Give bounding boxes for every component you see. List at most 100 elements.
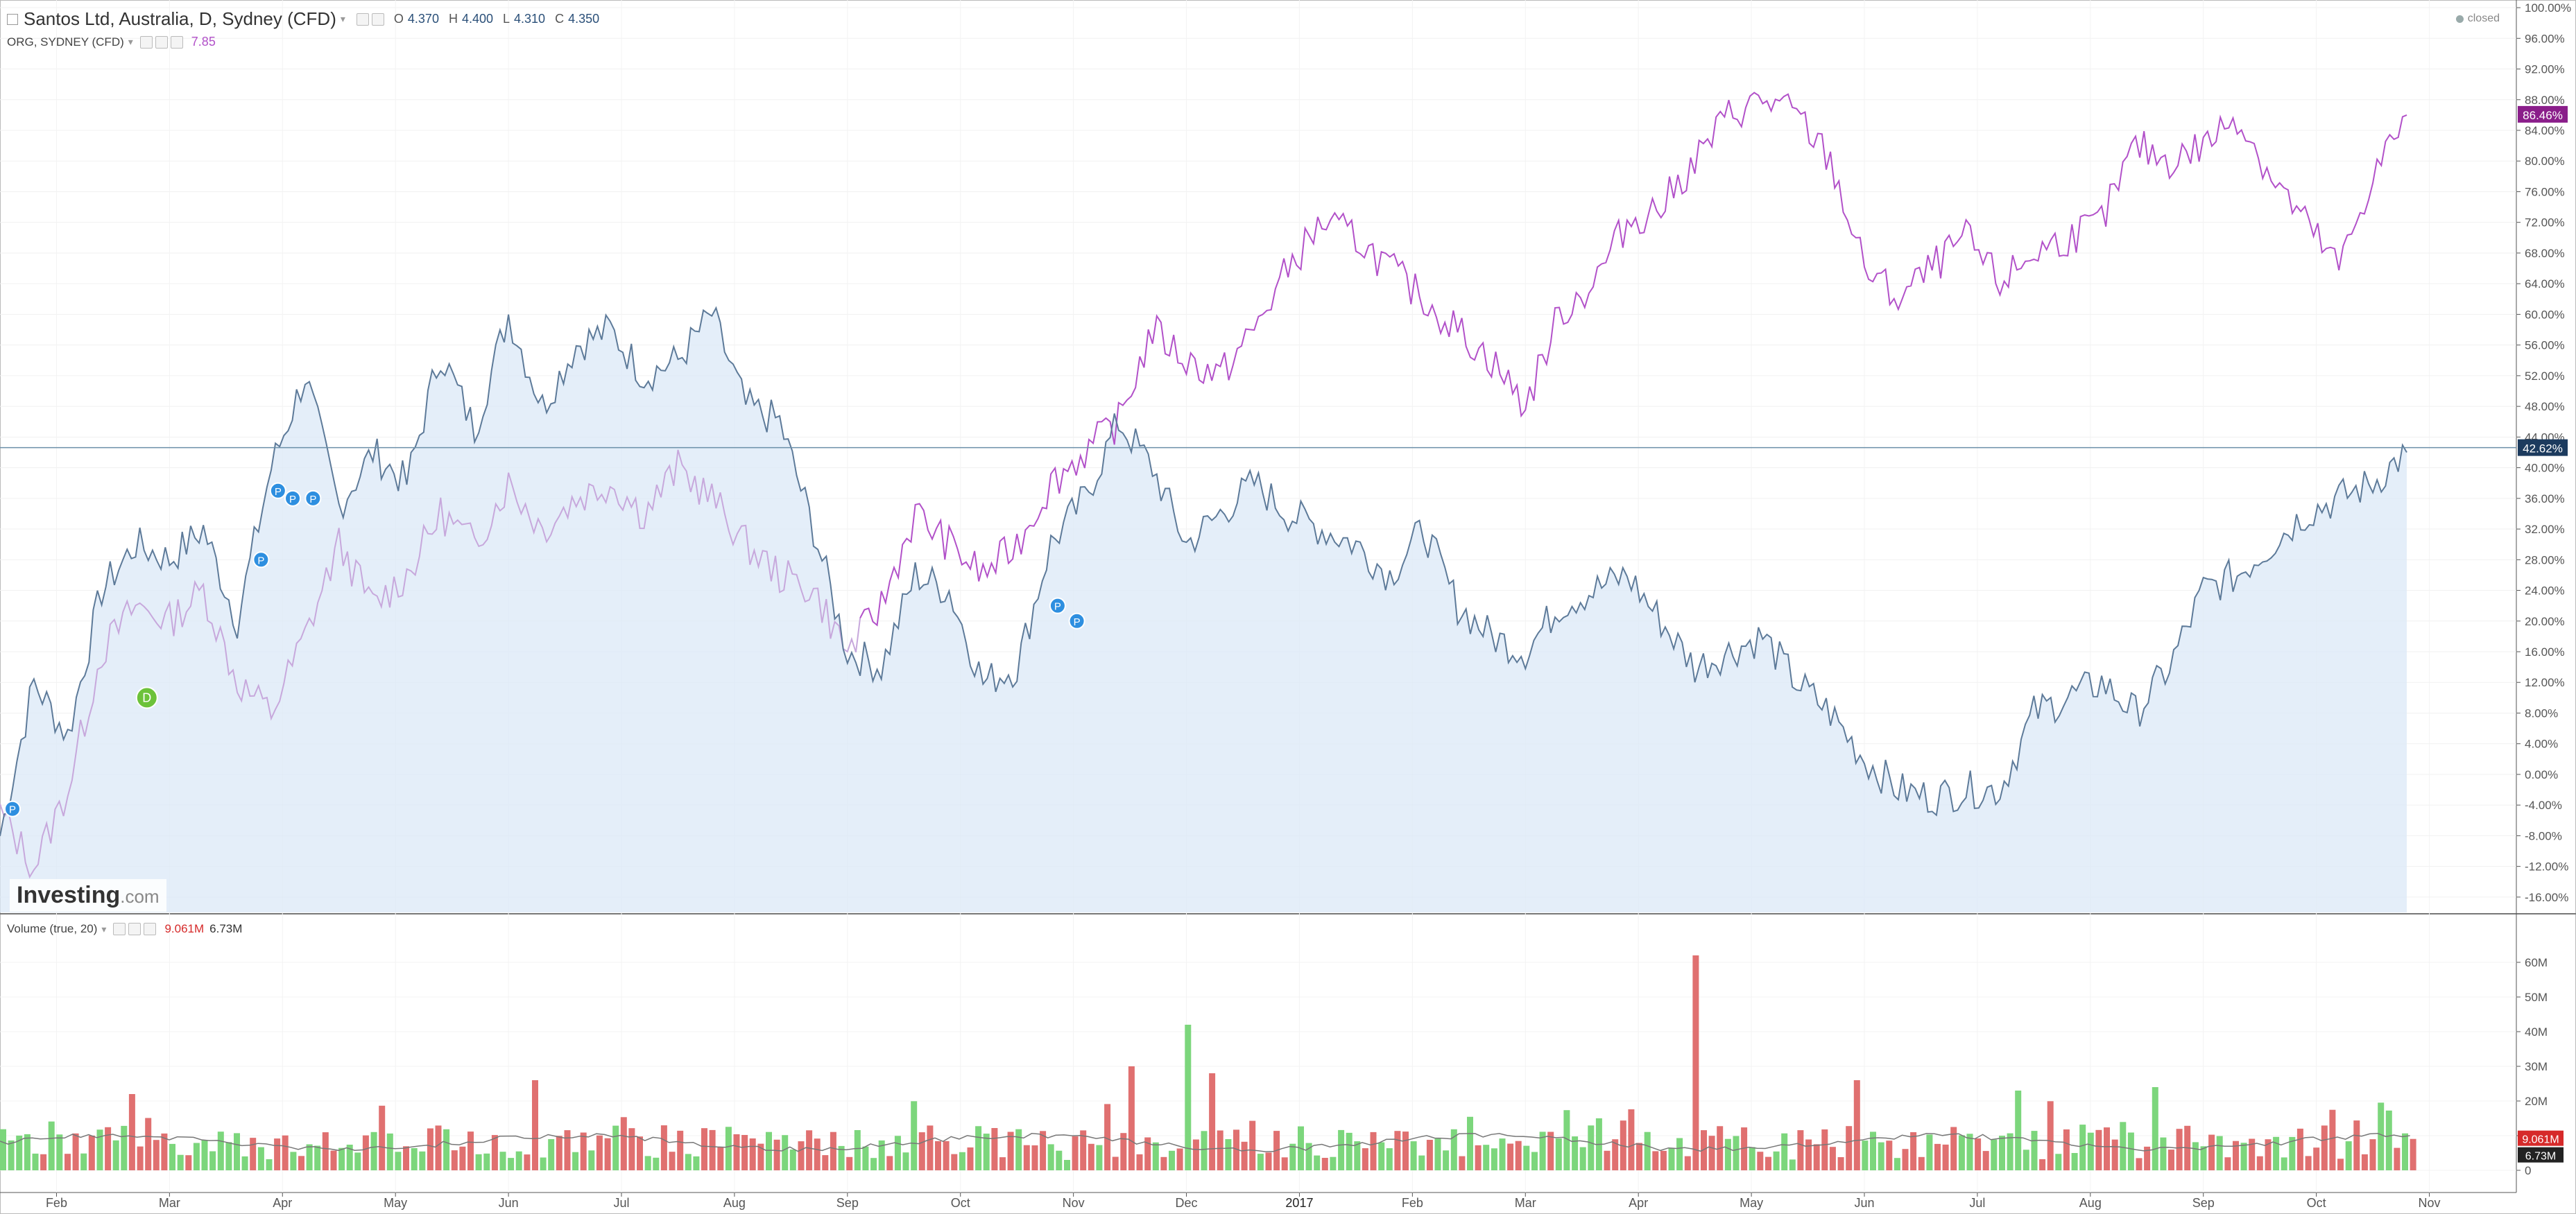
event-marker-p (284, 489, 302, 507)
volume-bar (717, 1147, 724, 1170)
volume-bar (1507, 1143, 1514, 1170)
volume-bar (32, 1153, 39, 1170)
volume-bar (2289, 1136, 2296, 1170)
event-marker-p (1068, 612, 1085, 630)
volume-bar (1096, 1145, 1103, 1170)
y-tick-label: 12.00% (2525, 676, 2565, 689)
volume-bar (121, 1125, 128, 1170)
volume-bar (1692, 955, 1699, 1170)
y-tick-label: 4.00% (2525, 738, 2558, 751)
volume-bar (2361, 1154, 2368, 1170)
volume-bar (1733, 1136, 1740, 1170)
settings-icon[interactable] (356, 12, 369, 26)
chevron-down-icon[interactable]: ▾ (101, 923, 107, 935)
event-marker-label: P (9, 804, 16, 816)
volume-bar (1547, 1131, 1554, 1170)
event-marker-p (252, 551, 270, 569)
volume-bar (1072, 1136, 1079, 1170)
volume-bar (1160, 1156, 1167, 1170)
main-series-line (0, 306, 2407, 837)
event-marker-label: P (1074, 616, 1081, 628)
volume-bar (2233, 1141, 2239, 1170)
volume-bar (782, 1135, 789, 1170)
settings-icon[interactable] (113, 923, 126, 935)
chevron-down-icon[interactable]: ▾ (128, 36, 133, 47)
volume-bar (330, 1150, 337, 1170)
volume-bar (733, 1134, 740, 1170)
volume-bar (1724, 1138, 1731, 1170)
volume-bar (757, 1143, 764, 1170)
symbol-title[interactable]: Santos Ltd, Australia, D, Sydney (CFD) (24, 8, 336, 29)
hide-icon[interactable] (371, 12, 384, 26)
volume-bar (524, 1154, 531, 1170)
volume-bar (193, 1143, 200, 1170)
close-icon[interactable] (170, 35, 183, 49)
volume-bar (612, 1125, 619, 1170)
y-tick-label: 24.00% (2525, 584, 2565, 598)
volume-bar (1007, 1131, 1014, 1170)
volume-bar (927, 1125, 934, 1170)
volume-bar (548, 1139, 555, 1170)
x-tick-label: Mar (159, 1196, 180, 1210)
x-tick-label: Apr (1629, 1196, 1648, 1210)
volume-tick-label: 40M (2525, 1025, 2548, 1039)
x-tick-label: Nov (2419, 1196, 2441, 1210)
volume-bar (1918, 1156, 1925, 1170)
volume-bar (1418, 1155, 1425, 1170)
close-icon[interactable] (144, 923, 157, 935)
compare-series-line (859, 92, 2407, 627)
volume-bar (1708, 1136, 1715, 1170)
volume-bar (709, 1129, 716, 1170)
volume-bar (1741, 1127, 1748, 1170)
volume-legend: Volume (true, 20) ▾ 9.061M 6.73M (7, 922, 242, 936)
x-tick-label: Jun (1854, 1196, 1874, 1210)
volume-bar (1233, 1129, 1239, 1170)
volume-bar (2200, 1146, 2207, 1170)
volume-ma-end-label: 6.73M (2525, 1151, 2556, 1163)
y-tick-label: 60.00% (2525, 308, 2565, 321)
x-tick-label: May (1740, 1196, 1763, 1210)
volume-bar (419, 1151, 426, 1170)
volume-bar (2071, 1153, 2078, 1170)
volume-bar (725, 1127, 732, 1170)
chevron-down-icon[interactable]: ▾ (340, 13, 345, 24)
volume-bar (1475, 1145, 1482, 1170)
volume-bar (1128, 1066, 1135, 1170)
volume-bar (1878, 1142, 1884, 1170)
collapse-icon[interactable] (7, 13, 18, 25)
volume-bar (2369, 1139, 2376, 1170)
x-tick-label: Nov (1063, 1196, 1085, 1210)
hide-icon[interactable] (128, 923, 141, 935)
volume-bar (96, 1129, 103, 1170)
volume-bar (2047, 1101, 2054, 1170)
volume-bar (693, 1156, 700, 1170)
volume-bar (443, 1129, 450, 1170)
open-value: 4.370 (407, 12, 439, 26)
volume-bar (282, 1135, 289, 1170)
volume-bar (1370, 1131, 1377, 1170)
volume-bar (515, 1151, 522, 1170)
volume-tick-label: 0 (2525, 1164, 2531, 1177)
volume-bar (105, 1127, 112, 1170)
volume-bar (314, 1145, 321, 1170)
volume-bar (1031, 1145, 1038, 1170)
settings-icon[interactable] (139, 35, 153, 49)
volume-bar (1975, 1138, 1982, 1170)
status-text: closed (2467, 12, 2500, 24)
compare-symbol[interactable]: ORG, SYDNEY (CFD) (7, 35, 124, 49)
volume-bar (878, 1140, 885, 1170)
volume-bar (88, 1135, 95, 1170)
volume-bar (1579, 1147, 1586, 1170)
volume-value: 9.061M (164, 922, 205, 935)
volume-title[interactable]: Volume (true, 20) (7, 922, 98, 935)
volume-bar (2120, 1122, 2127, 1170)
volume-bar (169, 1143, 175, 1170)
volume-bar (451, 1150, 458, 1170)
volume-bar (1201, 1131, 1208, 1170)
volume-bar (1628, 1109, 1635, 1170)
x-tick-label: Mar (1515, 1196, 1536, 1210)
volume-bar (508, 1158, 515, 1170)
volume-bar (1966, 1134, 1973, 1170)
hide-icon[interactable] (155, 35, 168, 49)
volume-bar (2152, 1087, 2158, 1170)
